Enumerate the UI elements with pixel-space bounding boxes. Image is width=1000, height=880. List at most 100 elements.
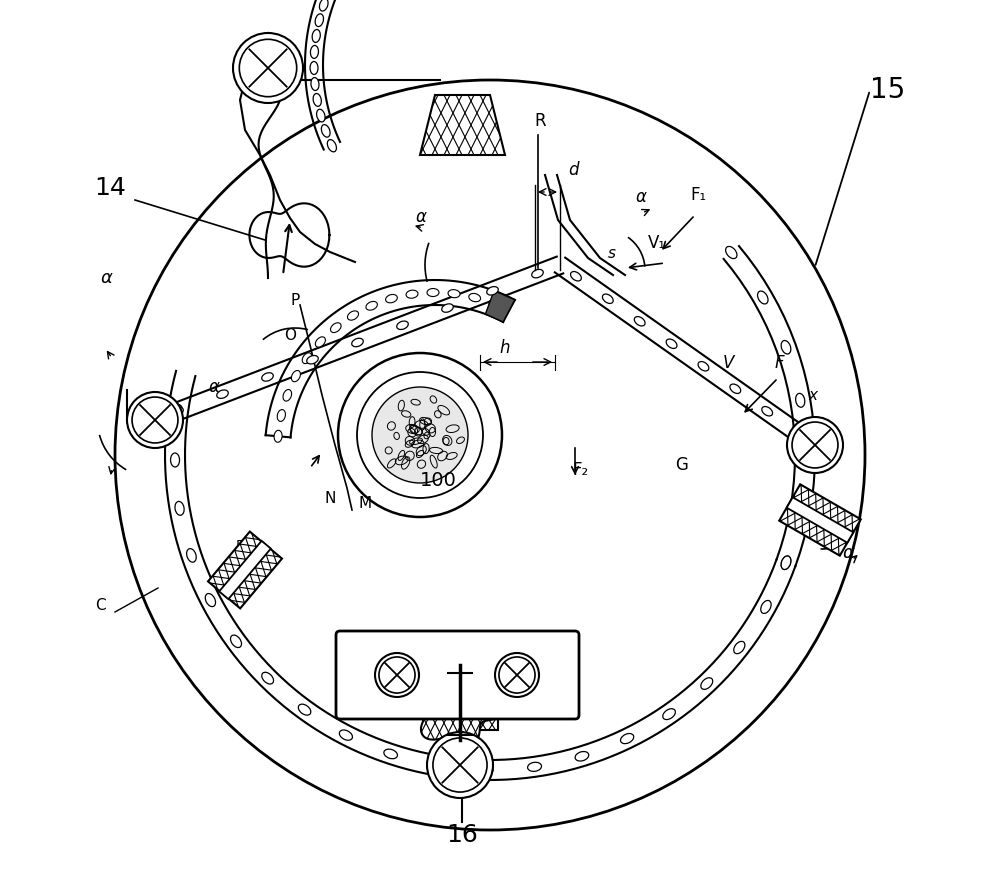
Text: A: A — [153, 426, 163, 440]
Ellipse shape — [571, 272, 581, 281]
Ellipse shape — [366, 302, 377, 310]
Ellipse shape — [217, 390, 228, 399]
Circle shape — [127, 392, 183, 448]
Ellipse shape — [173, 405, 183, 419]
Circle shape — [495, 653, 539, 697]
Ellipse shape — [205, 593, 216, 606]
Text: V₁: V₁ — [648, 234, 666, 252]
Text: h: h — [500, 339, 510, 357]
Ellipse shape — [442, 304, 453, 312]
Ellipse shape — [532, 269, 543, 278]
Circle shape — [132, 397, 178, 443]
Text: V: V — [722, 354, 734, 372]
Ellipse shape — [431, 761, 445, 770]
Ellipse shape — [794, 429, 804, 438]
Ellipse shape — [698, 362, 709, 371]
Text: $\alpha$: $\alpha$ — [100, 269, 114, 287]
Ellipse shape — [307, 356, 318, 364]
Ellipse shape — [277, 409, 285, 422]
Ellipse shape — [262, 373, 273, 381]
Ellipse shape — [347, 311, 359, 320]
Ellipse shape — [171, 453, 180, 467]
Ellipse shape — [701, 678, 713, 689]
Ellipse shape — [291, 370, 300, 382]
Text: $\alpha$: $\alpha$ — [635, 188, 648, 206]
Text: x: x — [808, 388, 818, 403]
Polygon shape — [787, 497, 853, 543]
Circle shape — [433, 738, 487, 792]
Ellipse shape — [384, 749, 397, 759]
Circle shape — [233, 33, 303, 103]
Ellipse shape — [761, 600, 771, 613]
Ellipse shape — [758, 291, 768, 304]
Text: O: O — [284, 328, 296, 343]
Polygon shape — [219, 541, 271, 599]
Text: 15: 15 — [870, 76, 905, 104]
Text: F₁: F₁ — [690, 186, 706, 204]
Ellipse shape — [313, 93, 321, 106]
Ellipse shape — [262, 672, 274, 684]
Text: F₂: F₂ — [572, 461, 588, 479]
Ellipse shape — [298, 704, 311, 715]
Ellipse shape — [315, 337, 325, 347]
Circle shape — [427, 732, 493, 798]
Circle shape — [499, 657, 535, 693]
Circle shape — [792, 422, 838, 468]
Text: d: d — [568, 161, 578, 179]
Circle shape — [787, 417, 843, 473]
Ellipse shape — [397, 321, 408, 329]
Ellipse shape — [528, 762, 542, 772]
Ellipse shape — [175, 502, 184, 516]
Ellipse shape — [311, 77, 319, 91]
Ellipse shape — [352, 338, 363, 347]
Ellipse shape — [726, 246, 737, 259]
Text: P: P — [290, 293, 300, 308]
Circle shape — [372, 387, 468, 483]
Ellipse shape — [602, 294, 613, 304]
Polygon shape — [422, 676, 498, 730]
Text: 16: 16 — [446, 823, 478, 847]
Text: 100: 100 — [420, 471, 456, 489]
Ellipse shape — [469, 293, 481, 302]
Ellipse shape — [487, 287, 498, 295]
Ellipse shape — [448, 290, 460, 297]
Text: G: G — [676, 456, 688, 474]
Polygon shape — [779, 484, 861, 555]
Ellipse shape — [312, 30, 320, 42]
Ellipse shape — [310, 46, 318, 58]
Ellipse shape — [406, 290, 418, 298]
Ellipse shape — [575, 752, 589, 761]
Polygon shape — [420, 95, 505, 155]
Ellipse shape — [386, 295, 397, 303]
Ellipse shape — [317, 109, 325, 122]
Circle shape — [379, 657, 415, 693]
Ellipse shape — [231, 635, 242, 648]
Ellipse shape — [762, 407, 773, 416]
Text: $\alpha$: $\alpha$ — [415, 208, 428, 226]
Circle shape — [338, 353, 502, 517]
Ellipse shape — [172, 407, 183, 415]
Ellipse shape — [331, 323, 341, 333]
Polygon shape — [485, 290, 515, 322]
Ellipse shape — [621, 734, 634, 744]
Ellipse shape — [730, 384, 741, 393]
Ellipse shape — [800, 448, 810, 462]
Text: 14: 14 — [94, 176, 126, 200]
Text: $\alpha$: $\alpha$ — [208, 378, 221, 396]
Ellipse shape — [781, 556, 791, 569]
Ellipse shape — [479, 766, 493, 774]
Ellipse shape — [321, 125, 330, 137]
Ellipse shape — [666, 339, 677, 348]
Ellipse shape — [274, 430, 282, 443]
Ellipse shape — [315, 14, 324, 26]
Ellipse shape — [796, 502, 805, 517]
Ellipse shape — [634, 317, 645, 326]
Ellipse shape — [796, 393, 805, 407]
Ellipse shape — [327, 140, 336, 152]
Polygon shape — [249, 203, 329, 267]
Text: s: s — [608, 246, 616, 261]
Ellipse shape — [781, 556, 791, 569]
Text: N: N — [324, 491, 336, 506]
Text: C: C — [95, 598, 105, 613]
Text: B: B — [235, 539, 245, 553]
